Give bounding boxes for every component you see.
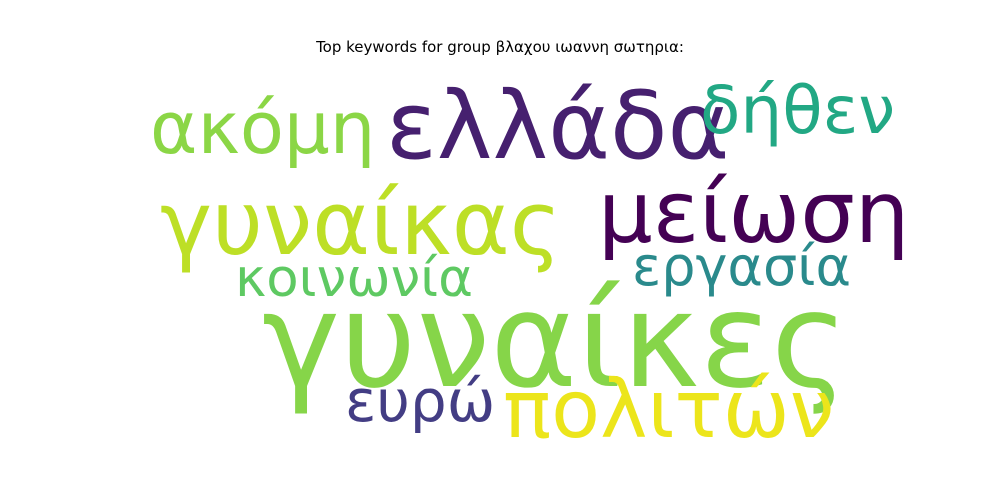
keyword-gynaikas: γυναίκας <box>160 172 562 275</box>
keyword-koinonia: κοινωνία <box>235 248 474 309</box>
chart-title: Top keywords for group βλαχου ιωαννη σωτ… <box>316 38 684 56</box>
keyword-evro: ευρώ <box>345 367 496 435</box>
keyword-meiosi: μείωση <box>598 163 910 263</box>
keyword-politon: πολιτών <box>503 363 835 456</box>
keyword-gynaikes: γυναίκες <box>262 264 849 418</box>
keyword-ergasia: εργασία <box>632 235 852 298</box>
keyword-ellada: ελλάδα <box>386 72 730 181</box>
keyword-dithen: δήθεν <box>700 72 896 149</box>
keyword-akomi: ακόμη <box>150 86 376 170</box>
